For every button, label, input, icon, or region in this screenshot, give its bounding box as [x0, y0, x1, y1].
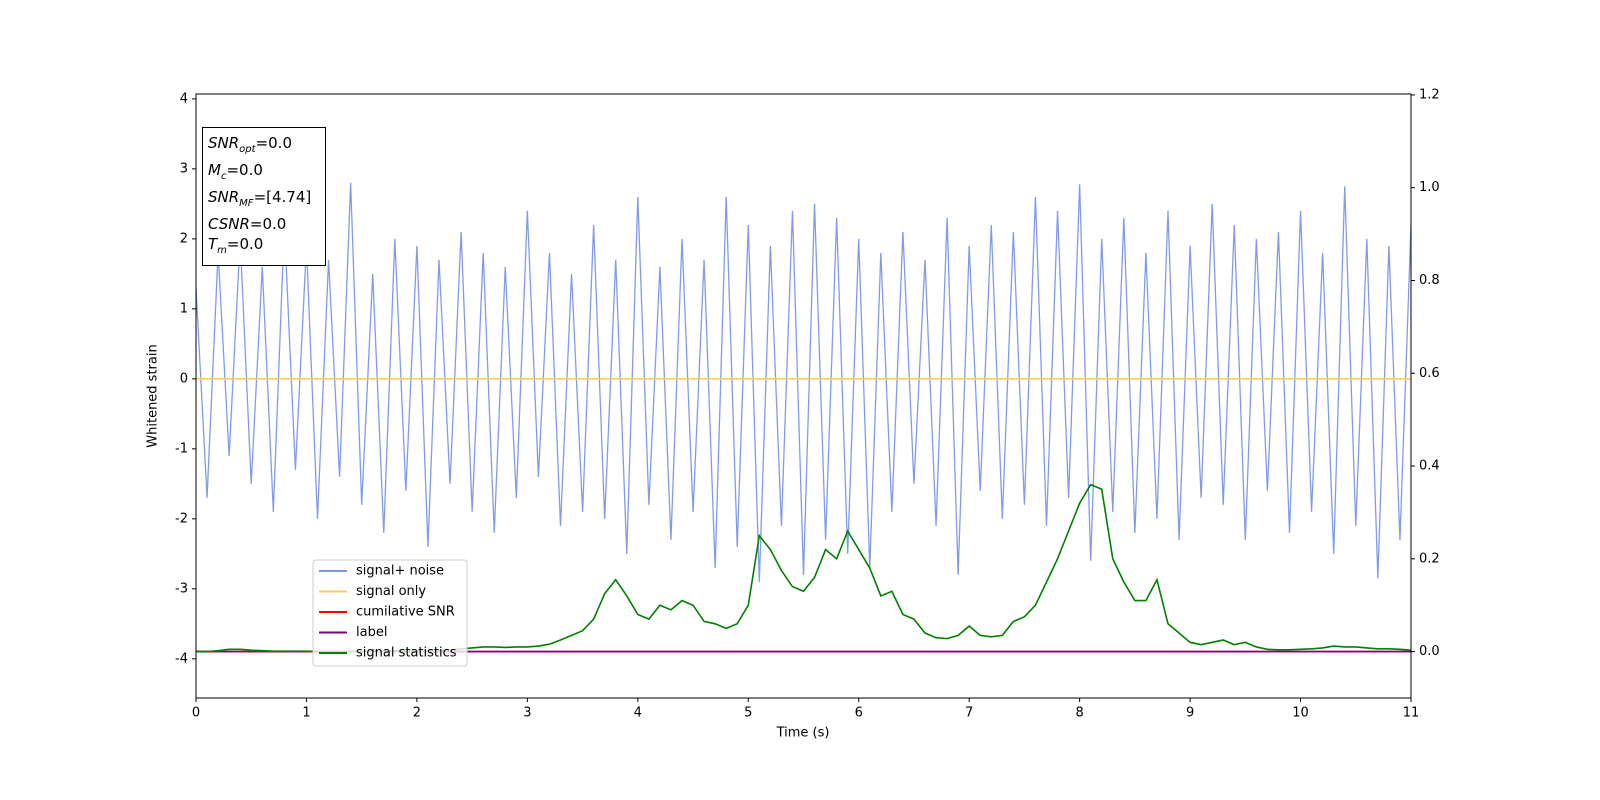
- annotation-subscript: opt: [239, 144, 256, 155]
- x-tick-label: 11: [1403, 706, 1420, 721]
- annotation-symbol: T: [208, 235, 218, 253]
- y2-tick-label: 1.2: [1419, 87, 1440, 102]
- y2-tick-label: 1.0: [1419, 180, 1440, 195]
- y-tick-label: 4: [180, 91, 188, 106]
- legend: signal+ noise signal only cumilative SNR la…: [312, 559, 468, 667]
- annotation-subscript: c: [220, 171, 227, 182]
- y-axis-label: Whitened strain: [146, 344, 161, 447]
- annotation-line: SNRMF=[4.74]: [208, 187, 325, 214]
- y2-tick-label: 0.4: [1419, 459, 1440, 474]
- x-tick-label: 10: [1292, 706, 1309, 721]
- annotation-value: =0.0: [249, 215, 287, 233]
- annotation-subscript: m: [217, 245, 227, 256]
- annotation-subscript: MF: [239, 198, 254, 209]
- legend-label: signal only: [356, 584, 426, 599]
- y-tick-label: -3: [175, 581, 188, 596]
- x-tick-label: 1: [302, 706, 310, 721]
- annotation-value: =0.0: [255, 134, 292, 152]
- y-tick-label: 3: [180, 161, 188, 176]
- annotation-symbol: SNR: [208, 134, 240, 152]
- annotation-line: Tm=0.0: [208, 234, 325, 261]
- plot-frame: [195, 93, 1412, 699]
- legend-label: signal+ noise: [356, 564, 444, 579]
- y-tick-label: -2: [175, 511, 188, 526]
- x-tick-label: 8: [1075, 706, 1083, 721]
- annotation-symbol: M: [208, 161, 221, 179]
- y2-tick-label: 0.8: [1419, 273, 1440, 288]
- annotation-line: SNRopt=0.0: [208, 133, 325, 160]
- annotation-value: =[4.74]: [253, 188, 312, 206]
- x-tick-label: 7: [965, 706, 973, 721]
- annotation-symbol: SNR: [208, 188, 240, 206]
- y-tick-label: -1: [175, 441, 188, 456]
- x-tick-label: 9: [1186, 706, 1194, 721]
- legend-label: label: [356, 625, 387, 640]
- y-tick-label: 0: [180, 371, 188, 386]
- y2-tick-label: 0.0: [1419, 644, 1440, 659]
- series-line: [196, 182, 1411, 582]
- legend-box: [312, 559, 468, 667]
- annotation-line: CSNR=0.0: [208, 214, 325, 234]
- x-axis-label: Time (s): [776, 726, 830, 741]
- y-tick-label: -4: [175, 651, 188, 666]
- annotation-value: =0.0: [226, 161, 263, 179]
- x-tick-label: 3: [523, 706, 531, 721]
- x-tick-label: 5: [744, 706, 752, 721]
- x-tick-label: 2: [413, 706, 421, 721]
- y2-tick-label: 0.2: [1419, 551, 1440, 566]
- annotation-line: Mc=0.0: [208, 160, 325, 187]
- legend-label: signal statistics: [356, 646, 457, 661]
- x-tick-label: 4: [634, 706, 642, 721]
- x-tick-label: 6: [855, 706, 863, 721]
- x-tick-label: 0: [192, 706, 200, 721]
- annotation-symbol: CSNR: [208, 215, 250, 233]
- annotation-box: SNRopt=0.0 Mc=0.0 SNRMF=[4.74] CSNR=0.0 Tm=0…: [202, 127, 326, 266]
- y-tick-label: 1: [180, 301, 188, 316]
- legend-label: cumilative SNR: [356, 605, 455, 620]
- annotation-value: =0.0: [226, 235, 264, 253]
- y2-tick-label: 0.6: [1419, 366, 1440, 381]
- y-tick-label: 2: [180, 231, 188, 246]
